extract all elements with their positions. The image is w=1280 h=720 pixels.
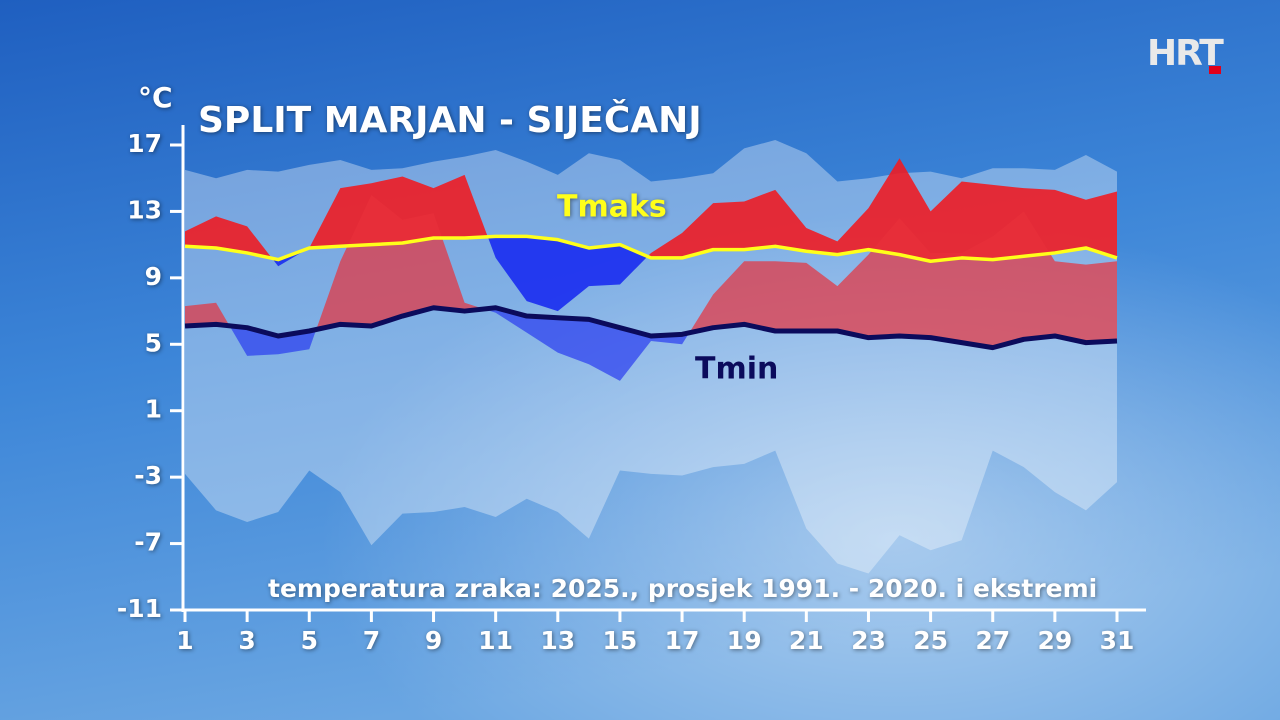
x-tick-label: 27: [975, 626, 1010, 655]
y-tick-label: 9: [145, 262, 162, 291]
y-tick-label: 17: [127, 129, 162, 158]
x-tick-label: 3: [238, 626, 255, 655]
y-tick-label: 13: [127, 195, 162, 224]
x-tick-label: 7: [363, 626, 380, 655]
y-tick-label: -11: [117, 594, 162, 623]
x-tick-label: 19: [727, 626, 762, 655]
y-tick-label: -7: [134, 528, 162, 557]
y-tick-label: 5: [145, 328, 162, 357]
x-tick-label: 21: [789, 626, 824, 655]
y-tick-label: 1: [145, 395, 162, 424]
x-tick-label: 17: [665, 626, 700, 655]
caption: temperatura zraka: 2025., prosjek 1991. …: [268, 574, 1097, 603]
chart-title: SPLIT MARJAN - SIJEČANJ: [198, 99, 702, 141]
x-tick-label: 15: [603, 626, 638, 655]
x-tick-label: 11: [478, 626, 513, 655]
anomaly-above: [185, 158, 1117, 262]
x-tick-label: 23: [851, 626, 886, 655]
average-line: [184, 234, 1118, 263]
x-tick-label: 9: [425, 626, 442, 655]
average-line: [184, 305, 1118, 351]
y-tick-label: -3: [134, 461, 162, 490]
logo-square: [1209, 66, 1221, 74]
y-axis-label: °C: [138, 81, 173, 114]
series-label: Tmin: [695, 352, 778, 387]
x-tick-label: 1: [176, 626, 193, 655]
x-tick-label: 25: [913, 626, 948, 655]
x-tick-label: 31: [1100, 626, 1135, 655]
x-tick-label: 29: [1037, 626, 1072, 655]
x-tick-label: 5: [301, 626, 318, 655]
x-tick-label: 13: [540, 626, 575, 655]
series-label: Tmaks: [557, 190, 667, 225]
